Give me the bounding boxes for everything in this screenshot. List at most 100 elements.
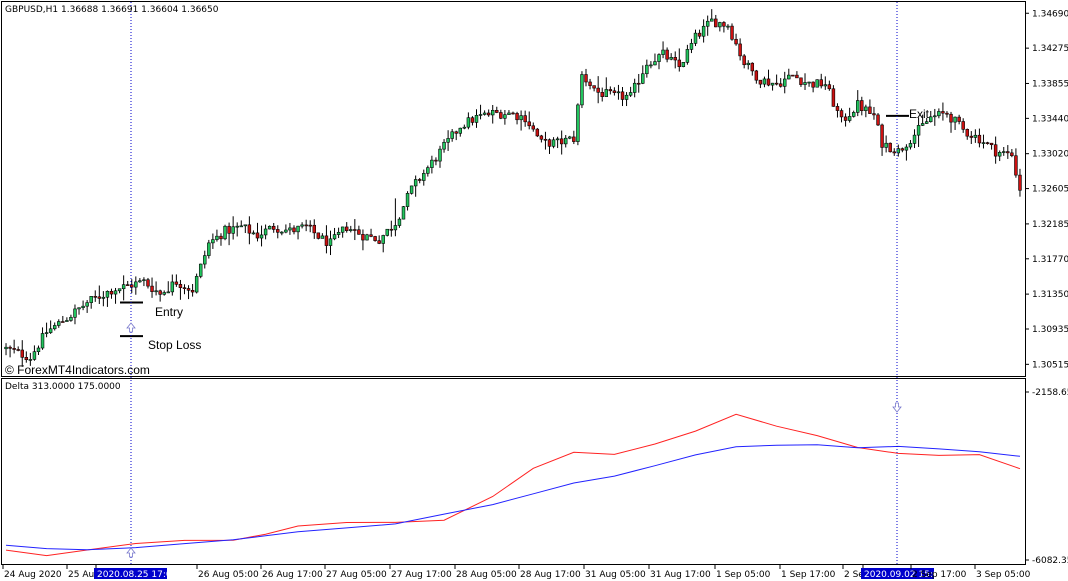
bear-candle [219, 235, 223, 240]
stop-loss-label: Stop Loss [148, 338, 201, 352]
bear-candle [61, 321, 65, 323]
bear-candle [677, 59, 682, 67]
bear-candle [811, 81, 815, 88]
bull-candle [847, 116, 852, 121]
bull-candle [409, 185, 414, 194]
bear-candle [742, 55, 746, 66]
bull-candle [117, 288, 122, 292]
bull-candle [705, 20, 710, 27]
entry-arrow-icon [126, 322, 136, 333]
bull-candle [632, 82, 637, 93]
bull-candle [320, 235, 325, 239]
price-tick-label: 1.34275 [1032, 44, 1068, 54]
bear-candle [961, 121, 965, 130]
bull-candle [762, 78, 767, 85]
bear-candle [1018, 174, 1022, 191]
bear-candle [835, 106, 840, 111]
bull-candle [263, 228, 268, 236]
bear-candle [799, 77, 803, 85]
bull-candle [162, 292, 166, 295]
bear-candle [620, 91, 625, 100]
bull-candle [44, 332, 49, 334]
price-tick-label: 1.33020 [1032, 150, 1068, 160]
bull-candle [564, 137, 568, 145]
bull-candle [235, 225, 239, 228]
bear-candle [876, 114, 880, 126]
bear-candle [531, 125, 535, 130]
bull-candle [223, 225, 227, 240]
bull-candle [288, 227, 292, 231]
bear-candle [454, 131, 458, 134]
bear-candle [547, 139, 552, 147]
bull-candle [718, 22, 722, 28]
bear-candle [292, 227, 296, 233]
bull-candle [474, 115, 479, 123]
cross-arrow-icon [126, 547, 136, 558]
bear-candle [324, 235, 329, 246]
bear-candle [543, 138, 548, 141]
bull-candle [864, 106, 868, 112]
bear-candle [357, 229, 361, 235]
price-tick-label: 1.33855 [1032, 79, 1068, 89]
bull-candle [105, 290, 110, 298]
bear-candle [24, 357, 29, 361]
bear-candle [608, 89, 613, 92]
bear-candle [892, 151, 896, 154]
bull-candle [681, 62, 686, 67]
bear-candle [158, 290, 162, 295]
bear-candle [872, 113, 876, 116]
bear-candle [389, 228, 394, 231]
bull-candle [661, 49, 665, 55]
bull-candle [393, 225, 398, 231]
bear-candle [316, 232, 321, 239]
bull-candle [973, 134, 978, 138]
bull-candle [349, 229, 353, 231]
bull-candle [856, 100, 860, 113]
bear-candle [535, 128, 540, 137]
bull-candle [422, 173, 426, 181]
bull-candle [912, 134, 917, 144]
bull-candle [657, 54, 661, 62]
time-highlight [94, 568, 167, 579]
bull-candle [815, 79, 819, 88]
bear-candle [304, 224, 308, 227]
bull-candle [450, 131, 454, 139]
bear-candle [361, 234, 365, 241]
bear-candle [612, 90, 617, 93]
bull-candle [413, 179, 418, 187]
bear-candle [738, 43, 742, 57]
main-chart-frame [1, 1, 1026, 377]
bull-candle [491, 109, 495, 116]
indicator-lines [5, 413, 1021, 557]
bull-candle [689, 43, 694, 50]
bull-candle [701, 25, 706, 37]
bear-candle [754, 70, 759, 81]
indicator-frame [1, 378, 1026, 565]
bull-candle [381, 235, 385, 244]
bear-candle [900, 148, 905, 151]
time-label: 3 Sep 05:00 [976, 570, 1031, 580]
bull-candle [551, 139, 556, 147]
bull-candle [170, 281, 175, 293]
time-label: 1 Sep 17:00 [781, 570, 836, 580]
bear-candle [1010, 152, 1014, 157]
bull-candle [328, 238, 333, 246]
bear-candle [470, 117, 475, 123]
bull-candle [458, 127, 462, 134]
bear-candle [665, 49, 669, 60]
bull-candle [73, 308, 77, 318]
bull-candle [65, 320, 69, 322]
bear-candle [312, 224, 316, 234]
bear-candle [373, 236, 377, 241]
bear-candle [8, 346, 12, 349]
bear-candle [949, 113, 953, 123]
bull-candle [555, 138, 560, 141]
bull-candle [726, 25, 730, 28]
bull-candle [40, 333, 45, 349]
bear-candle [369, 234, 373, 237]
bull-candle [1002, 151, 1006, 153]
time-label: 31 Aug 05:00 [585, 570, 646, 580]
bull-candle [4, 346, 8, 350]
bull-candle [933, 115, 937, 118]
